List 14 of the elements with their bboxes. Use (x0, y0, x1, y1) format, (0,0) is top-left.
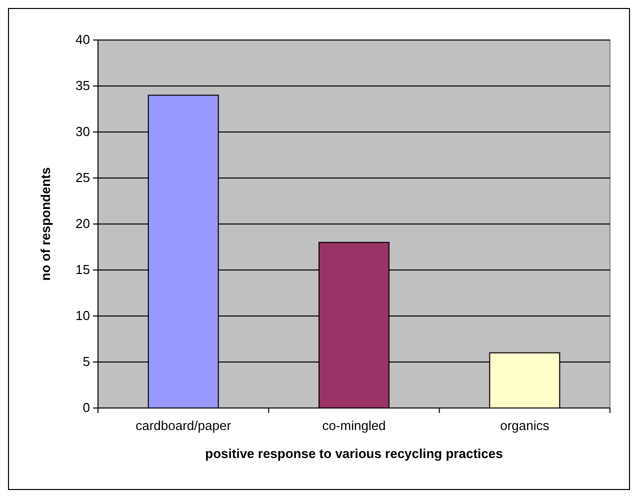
y-tick-label: 10 (76, 308, 90, 324)
y-tick-label: 40 (76, 32, 90, 48)
y-tick-label: 30 (76, 124, 90, 140)
x-axis-title: positive response to various recycling practices (205, 446, 503, 461)
y-axis-title: no of respondents (38, 167, 53, 281)
y-tick-label: 15 (76, 262, 90, 278)
y-tick-label: 0 (82, 400, 90, 416)
x-tick-label: organics (500, 418, 550, 433)
x-tick-label: co-mingled (322, 418, 386, 433)
y-tick-label: 5 (82, 354, 90, 370)
y-tick-label: 20 (76, 216, 90, 232)
x-tick-label: cardboard/paper (136, 418, 232, 433)
y-tick-label: 35 (76, 78, 90, 94)
y-tick-label: 25 (76, 170, 90, 186)
